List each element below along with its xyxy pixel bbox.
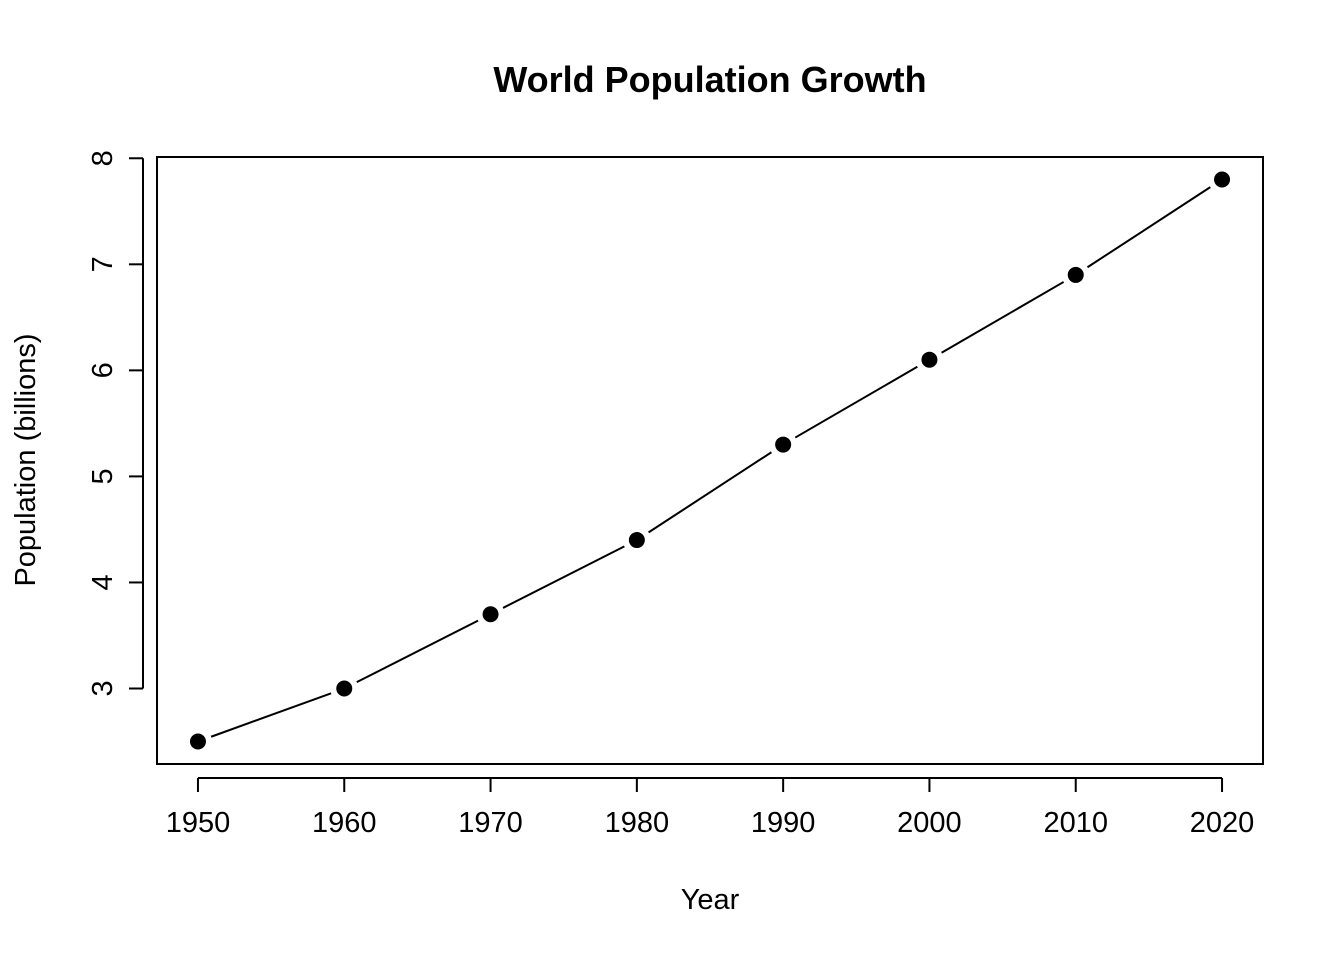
x-tick-label: 2010 [1043, 807, 1108, 839]
data-point [775, 436, 792, 453]
y-axis: 3 4 5 6 7 8 [87, 150, 144, 697]
series-line-segment [648, 451, 772, 534]
series-line-segment [356, 619, 479, 684]
series-line-segment [1086, 186, 1211, 269]
x-tick-label: 1970 [458, 807, 523, 839]
x-tick-label: 2000 [897, 807, 962, 839]
data-point [1067, 266, 1084, 283]
series-line-segment [794, 365, 918, 439]
x-axis-label: Year [681, 884, 740, 916]
y-tick-label: 8 [87, 150, 119, 166]
y-axis-label: Population (billions) [10, 333, 42, 586]
x-tick-label: 1990 [751, 807, 816, 839]
x-tick-label: 2020 [1190, 807, 1255, 839]
data-point [189, 733, 206, 750]
x-tick-label: 1950 [166, 807, 231, 839]
data-point [482, 606, 499, 623]
y-tick-label: 3 [87, 680, 119, 696]
data-point [1214, 171, 1231, 188]
series-line-segment [941, 281, 1065, 354]
x-tick-label: 1960 [312, 807, 377, 839]
data-point [336, 680, 353, 697]
y-tick-label: 4 [87, 574, 119, 590]
plot-frame [156, 156, 1264, 765]
series-points-group [189, 171, 1231, 750]
x-axis: 1950 1960 1970 1980 1990 2000 2010 2020 [166, 777, 1255, 839]
y-tick-label: 7 [87, 256, 119, 272]
data-point [921, 351, 938, 368]
series-line-segment [210, 692, 332, 738]
series-line-group [210, 186, 1211, 738]
series-line-segment [502, 545, 625, 609]
data-point [628, 532, 645, 549]
y-tick-label: 5 [87, 468, 119, 484]
y-tick-label: 6 [87, 362, 119, 378]
chart-title: World Population Growth [493, 59, 926, 100]
x-tick-label: 1980 [605, 807, 670, 839]
